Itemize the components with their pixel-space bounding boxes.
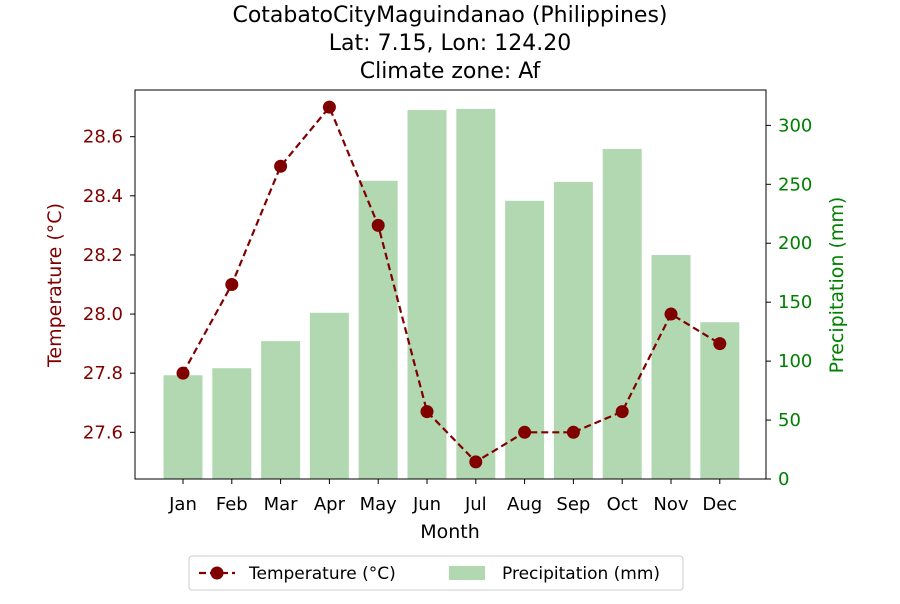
temperature-point-apr — [322, 100, 336, 114]
x-tick-label-jun: Jun — [412, 494, 441, 515]
y-axis-right-label: Precipitation (mm) — [826, 197, 848, 374]
precipitation-bar-jan — [163, 375, 203, 479]
y-axis-left-label: Temperature (°C) — [44, 203, 66, 368]
temperature-point-nov — [664, 307, 678, 321]
y-left-tick-label-28.6: 28.6 — [83, 127, 123, 148]
y-right-tick-label-50: 50 — [778, 410, 801, 431]
legend-frame — [188, 555, 684, 591]
precipitation-bar-nov — [651, 255, 691, 479]
precipitation-bar-oct — [602, 148, 642, 479]
precipitation-bar-feb — [212, 368, 252, 479]
x-tick-label-oct: Oct — [607, 494, 638, 515]
temperature-point-dec — [713, 337, 727, 351]
y-right-tick-label-100: 100 — [778, 351, 812, 372]
legend-precipitation-label: Precipitation (mm) — [502, 564, 660, 584]
y-right-tick-label-300: 300 — [778, 115, 812, 136]
y-right-tick-label-0: 0 — [778, 469, 789, 490]
temperature-point-aug — [518, 425, 532, 439]
temperature-point-jun — [420, 405, 434, 419]
x-tick-label-feb: Feb — [216, 494, 248, 515]
chart-title-line-2: Lat: 7.15, Lon: 124.20 — [329, 31, 571, 56]
y-axis-right: 0 50 100 150 200 250 300 — [766, 115, 812, 490]
y-left-tick-label-28.4: 28.4 — [83, 186, 123, 207]
x-tick-label-jan: Jan — [168, 494, 197, 515]
precipitation-bar-mar — [261, 341, 301, 479]
y-left-tick-label-27.8: 27.8 — [83, 363, 123, 384]
temperature-point-may — [371, 218, 385, 232]
chart-title-line-3: Climate zone: Af — [360, 59, 542, 84]
temperature-line — [182, 105, 721, 464]
y-axis-left: 27.6 27.8 28.0 28.2 28.4 28.6 — [83, 127, 135, 443]
y-right-tick-label-250: 250 — [778, 174, 812, 195]
temperature-point-mar — [274, 159, 288, 173]
legend-temperature-label: Temperature (°C) — [248, 564, 396, 584]
temperature-point-feb — [225, 278, 239, 291]
x-tick-label-aug: Aug — [507, 494, 542, 515]
x-tick-label-jul: Jul — [464, 494, 487, 515]
x-tick-label-may: May — [360, 494, 398, 515]
x-tick-label-dec: Dec — [702, 494, 737, 515]
y-right-tick-label-150: 150 — [778, 292, 812, 313]
legend: Temperature (°C) Precipitation (mm) — [188, 555, 684, 591]
precipitation-bar-jul — [456, 108, 496, 480]
y-left-tick-label-28.0: 28.0 — [83, 304, 123, 325]
temperature-point-jan — [176, 366, 190, 380]
y-left-tick-label-27.6: 27.6 — [83, 422, 123, 443]
x-axis: Jan Feb Mar Apr May Jun Jul Aug Sep Oct Nov Dec — [168, 479, 737, 515]
temperature-line-group — [176, 100, 727, 469]
chart-title-line-1: CotabatoCityMaguindanao (Philippines) — [232, 3, 667, 28]
temperature-point-jul — [469, 455, 483, 469]
precipitation-bars — [163, 108, 740, 480]
x-tick-label-sep: Sep — [556, 494, 590, 515]
plot-frame — [134, 89, 767, 480]
y-right-tick-label-200: 200 — [778, 233, 812, 254]
precipitation-bar-apr — [309, 312, 349, 479]
legend-temperature-swatch-marker — [210, 566, 224, 580]
x-tick-label-mar: Mar — [264, 494, 299, 515]
y-left-tick-label-28.2: 28.2 — [83, 245, 123, 266]
temperature-point-sep — [566, 425, 580, 439]
x-axis-label: Month — [420, 521, 480, 543]
x-tick-label-nov: Nov — [653, 494, 688, 515]
x-tick-label-apr: Apr — [314, 494, 346, 515]
temperature-point-oct — [615, 405, 629, 419]
legend-precipitation-swatch — [449, 566, 485, 580]
precipitation-bar-jun — [407, 110, 447, 479]
